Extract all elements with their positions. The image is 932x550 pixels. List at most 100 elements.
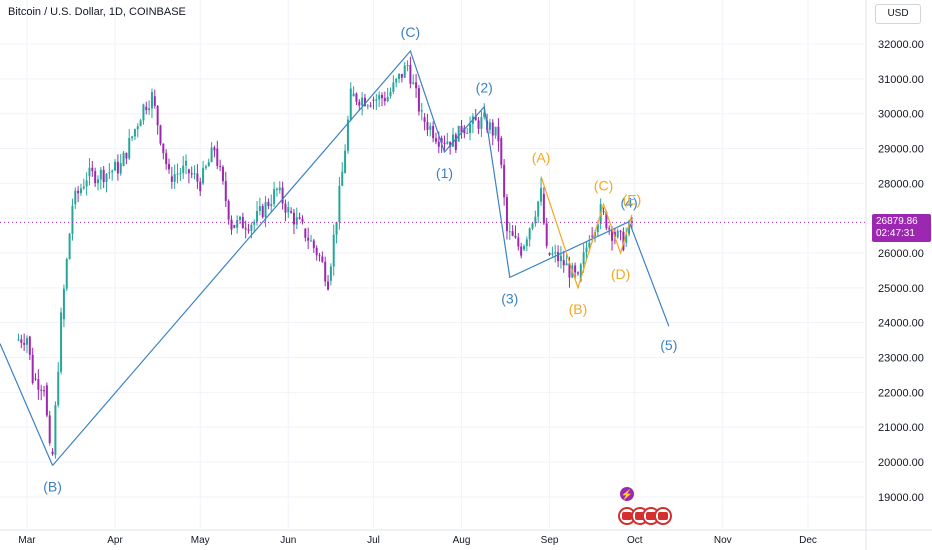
candle-body [576, 272, 579, 274]
candle-body [210, 147, 213, 162]
candle-body [298, 217, 301, 219]
candle-body [321, 256, 324, 262]
us-flag-event-fill [646, 512, 656, 520]
candle-body [270, 204, 273, 206]
candle-body [150, 92, 153, 109]
candle-body [253, 221, 256, 225]
candle-body [423, 117, 426, 123]
candle-body [415, 82, 418, 89]
candle-body [449, 141, 452, 147]
candle-body [213, 147, 216, 151]
candle-body [398, 73, 401, 79]
candle-body [605, 211, 608, 229]
candle-body [511, 231, 514, 236]
y-tick-label: 23000.00 [878, 353, 924, 365]
candle-body [417, 88, 420, 112]
candle-body [625, 234, 628, 243]
wave-blue-entry [0, 343, 54, 466]
candle-body [503, 164, 506, 198]
y-tick-label: 21000.00 [878, 422, 924, 434]
candle-body [477, 120, 480, 129]
candle-body [329, 266, 332, 281]
x-tick-label: May [191, 535, 210, 546]
candle-body [45, 385, 48, 416]
y-tick-label: 19000.00 [878, 492, 924, 504]
candle-body [273, 189, 276, 205]
candle-body [457, 125, 460, 142]
us-flag-event-fill [658, 512, 668, 520]
candle-body [239, 216, 241, 221]
candle-body [310, 240, 312, 242]
candle-body [480, 117, 483, 129]
candle-body [145, 106, 148, 111]
candle-body [363, 97, 366, 106]
candle-body [162, 143, 165, 154]
currency-button[interactable]: USD [875, 4, 921, 24]
candle-body [446, 141, 449, 144]
candle-body [128, 137, 131, 159]
y-tick-label: 32000.00 [878, 39, 924, 51]
candle-body [517, 237, 520, 247]
candle-body [378, 95, 381, 100]
candle-body [244, 228, 247, 230]
candle-body [307, 237, 310, 241]
candle-body [582, 252, 585, 265]
candle-body [131, 136, 134, 138]
candle-body [71, 205, 74, 234]
candle-body [227, 201, 230, 220]
x-tick-label: Nov [714, 535, 732, 546]
candle-body [193, 173, 196, 175]
candle-body [173, 174, 176, 182]
candle-body [48, 415, 51, 444]
candle-body [91, 167, 94, 172]
candle-body [579, 264, 582, 281]
candle-body [574, 265, 577, 273]
candle-body [349, 88, 352, 120]
candle-body [224, 181, 227, 202]
candle-body [324, 261, 327, 282]
candle-body [301, 218, 304, 222]
candle-body [247, 229, 250, 231]
y-tick-label: 26000.00 [878, 248, 924, 260]
candle-body [534, 216, 537, 224]
candle-body [105, 173, 108, 182]
candle-body [540, 187, 543, 202]
candle-body [505, 197, 508, 232]
candle-body [437, 141, 440, 147]
candle-body [111, 170, 114, 173]
candle-body [352, 93, 355, 97]
candle-body [199, 181, 202, 192]
candle-body [267, 202, 270, 206]
candle-body [440, 138, 443, 144]
candle-body [341, 171, 344, 186]
candle-body [355, 93, 358, 102]
candle-body [613, 232, 616, 238]
wave-blue-label: (1) [436, 165, 453, 181]
candle-body [202, 167, 205, 184]
candle-body [619, 230, 622, 232]
candle-body [568, 263, 571, 278]
y-tick-label: 29000.00 [878, 144, 924, 156]
wave-blue-line [52, 49, 670, 466]
candle-body [275, 188, 278, 190]
candle-body [463, 127, 466, 134]
wave-blue-label: (3) [501, 290, 518, 306]
candle-body [542, 193, 545, 224]
candle-body [551, 253, 554, 255]
candle-body [221, 166, 224, 182]
candle-body [454, 134, 457, 150]
candle-body [591, 235, 594, 237]
candle-body [525, 239, 528, 247]
last-price-value: 26879.86 [876, 216, 918, 227]
candle-body [156, 105, 159, 126]
lightning-icon [620, 487, 634, 501]
candle-body [187, 169, 190, 174]
candle-body [434, 138, 437, 142]
candle-body [608, 228, 611, 230]
candle-body [60, 312, 63, 372]
candle-body [361, 97, 364, 106]
lightning-glyph: ⚡ [621, 488, 633, 501]
wave-orange-label: (B) [569, 301, 588, 317]
candle-body [616, 230, 619, 238]
